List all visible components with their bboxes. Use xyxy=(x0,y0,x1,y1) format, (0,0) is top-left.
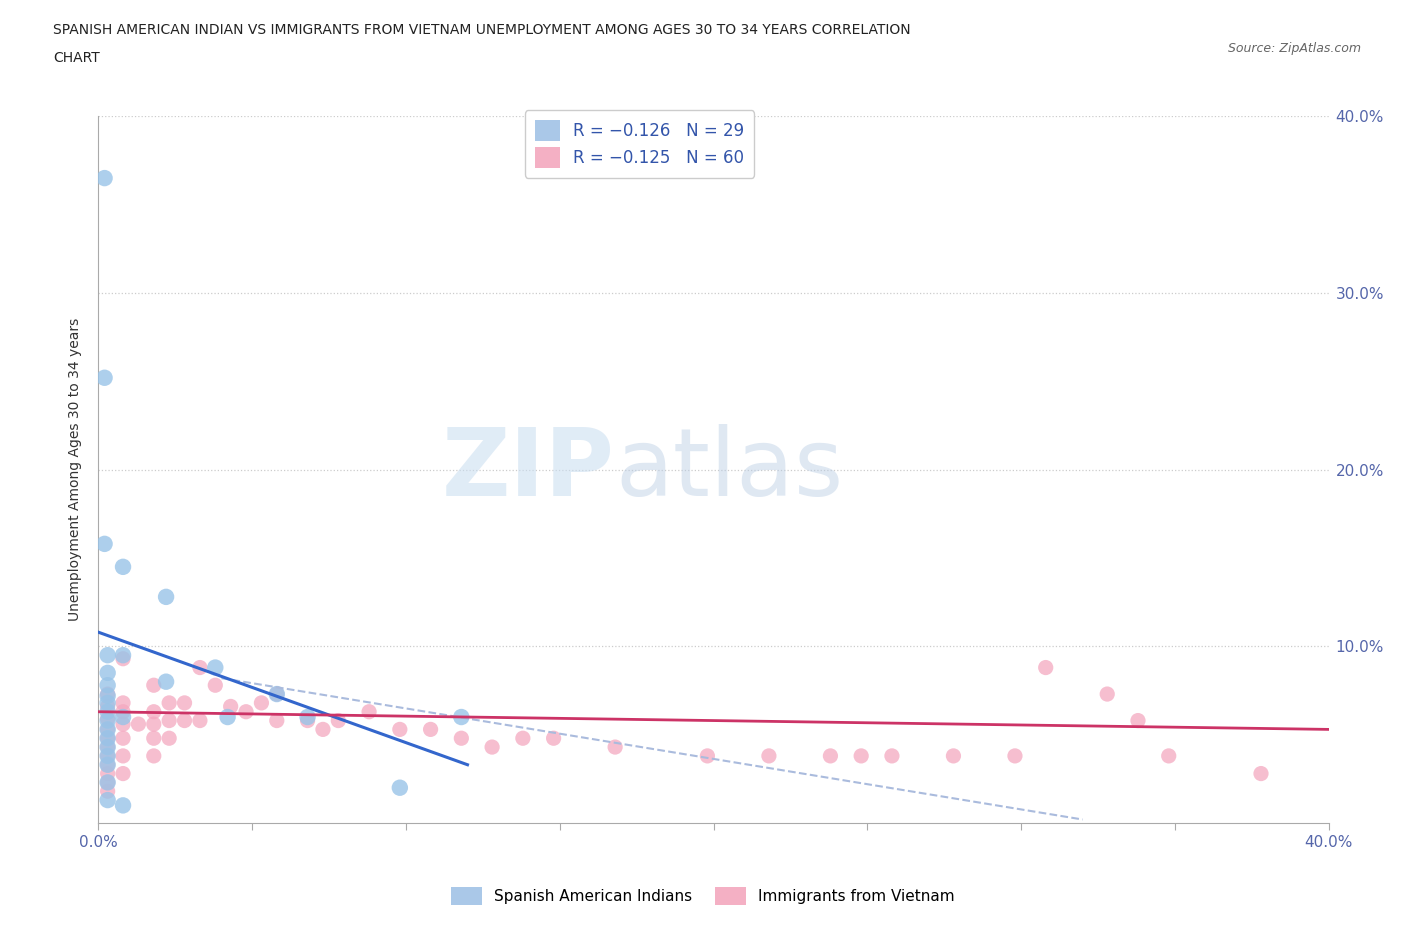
Point xyxy=(173,713,195,728)
Point xyxy=(97,699,120,714)
Point xyxy=(97,704,120,719)
Point xyxy=(1157,749,1180,764)
Point xyxy=(942,749,965,764)
Point xyxy=(112,710,135,724)
Point xyxy=(97,757,120,772)
Point xyxy=(97,775,120,790)
Point xyxy=(93,370,115,385)
Point xyxy=(112,766,135,781)
Point xyxy=(97,784,120,799)
Point xyxy=(93,537,115,551)
Point xyxy=(543,731,565,746)
Point xyxy=(112,704,135,719)
Point xyxy=(142,749,165,764)
Point xyxy=(1035,660,1057,675)
Point xyxy=(157,696,180,711)
Point xyxy=(97,739,120,754)
Point xyxy=(328,713,350,728)
Point xyxy=(97,749,120,764)
Point xyxy=(97,722,120,737)
Point xyxy=(388,722,411,737)
Point xyxy=(97,722,120,737)
Point xyxy=(142,704,165,719)
Legend: R = −0.126   N = 29, R = −0.125   N = 60: R = −0.126 N = 29, R = −0.125 N = 60 xyxy=(524,111,755,178)
Text: atlas: atlas xyxy=(616,424,844,515)
Point xyxy=(312,722,335,737)
Point xyxy=(880,749,903,764)
Y-axis label: Unemployment Among Ages 30 to 34 years: Unemployment Among Ages 30 to 34 years xyxy=(69,318,83,621)
Point xyxy=(450,710,472,724)
Point xyxy=(758,749,780,764)
Point xyxy=(173,696,195,711)
Point xyxy=(481,739,503,754)
Point xyxy=(297,710,319,724)
Point xyxy=(204,660,226,675)
Text: SPANISH AMERICAN INDIAN VS IMMIGRANTS FROM VIETNAM UNEMPLOYMENT AMONG AGES 30 TO: SPANISH AMERICAN INDIAN VS IMMIGRANTS FR… xyxy=(53,23,911,37)
Point xyxy=(266,686,288,701)
Point xyxy=(1126,713,1149,728)
Point xyxy=(266,713,288,728)
Point xyxy=(97,688,120,703)
Point xyxy=(188,660,211,675)
Point xyxy=(266,686,288,701)
Point xyxy=(157,713,180,728)
Point xyxy=(1097,686,1119,701)
Point xyxy=(820,749,842,764)
Point xyxy=(112,798,135,813)
Point xyxy=(97,792,120,807)
Point xyxy=(696,749,718,764)
Point xyxy=(127,717,149,732)
Point xyxy=(297,713,319,728)
Point xyxy=(849,749,872,764)
Text: Source: ZipAtlas.com: Source: ZipAtlas.com xyxy=(1227,42,1361,55)
Point xyxy=(219,699,242,714)
Point xyxy=(250,696,273,711)
Point xyxy=(97,686,120,701)
Point xyxy=(142,731,165,746)
Point xyxy=(97,696,120,711)
Point xyxy=(112,560,135,575)
Point xyxy=(1250,766,1272,781)
Text: ZIP: ZIP xyxy=(443,424,616,515)
Point xyxy=(112,717,135,732)
Point xyxy=(97,749,120,764)
Legend: Spanish American Indians, Immigrants from Vietnam: Spanish American Indians, Immigrants fro… xyxy=(446,882,960,911)
Point xyxy=(97,739,120,754)
Point xyxy=(235,704,257,719)
Point xyxy=(112,731,135,746)
Point xyxy=(605,739,627,754)
Point xyxy=(93,171,115,186)
Point xyxy=(142,678,165,693)
Point xyxy=(97,731,120,746)
Point xyxy=(450,731,472,746)
Point xyxy=(97,757,120,772)
Point xyxy=(97,731,120,746)
Point xyxy=(97,678,120,693)
Point xyxy=(112,651,135,666)
Point xyxy=(97,713,120,728)
Point xyxy=(155,590,177,604)
Point xyxy=(97,775,120,790)
Point xyxy=(155,674,177,689)
Point xyxy=(188,713,211,728)
Point xyxy=(204,678,226,693)
Point xyxy=(388,780,411,795)
Point xyxy=(112,749,135,764)
Point xyxy=(157,731,180,746)
Point xyxy=(217,710,239,724)
Point xyxy=(357,704,380,719)
Point xyxy=(142,717,165,732)
Point xyxy=(97,666,120,681)
Point xyxy=(419,722,441,737)
Point xyxy=(512,731,534,746)
Point xyxy=(1004,749,1026,764)
Point xyxy=(112,648,135,663)
Point xyxy=(97,648,120,663)
Point xyxy=(112,696,135,711)
Point xyxy=(97,711,120,726)
Point xyxy=(97,766,120,781)
Text: CHART: CHART xyxy=(53,51,100,65)
